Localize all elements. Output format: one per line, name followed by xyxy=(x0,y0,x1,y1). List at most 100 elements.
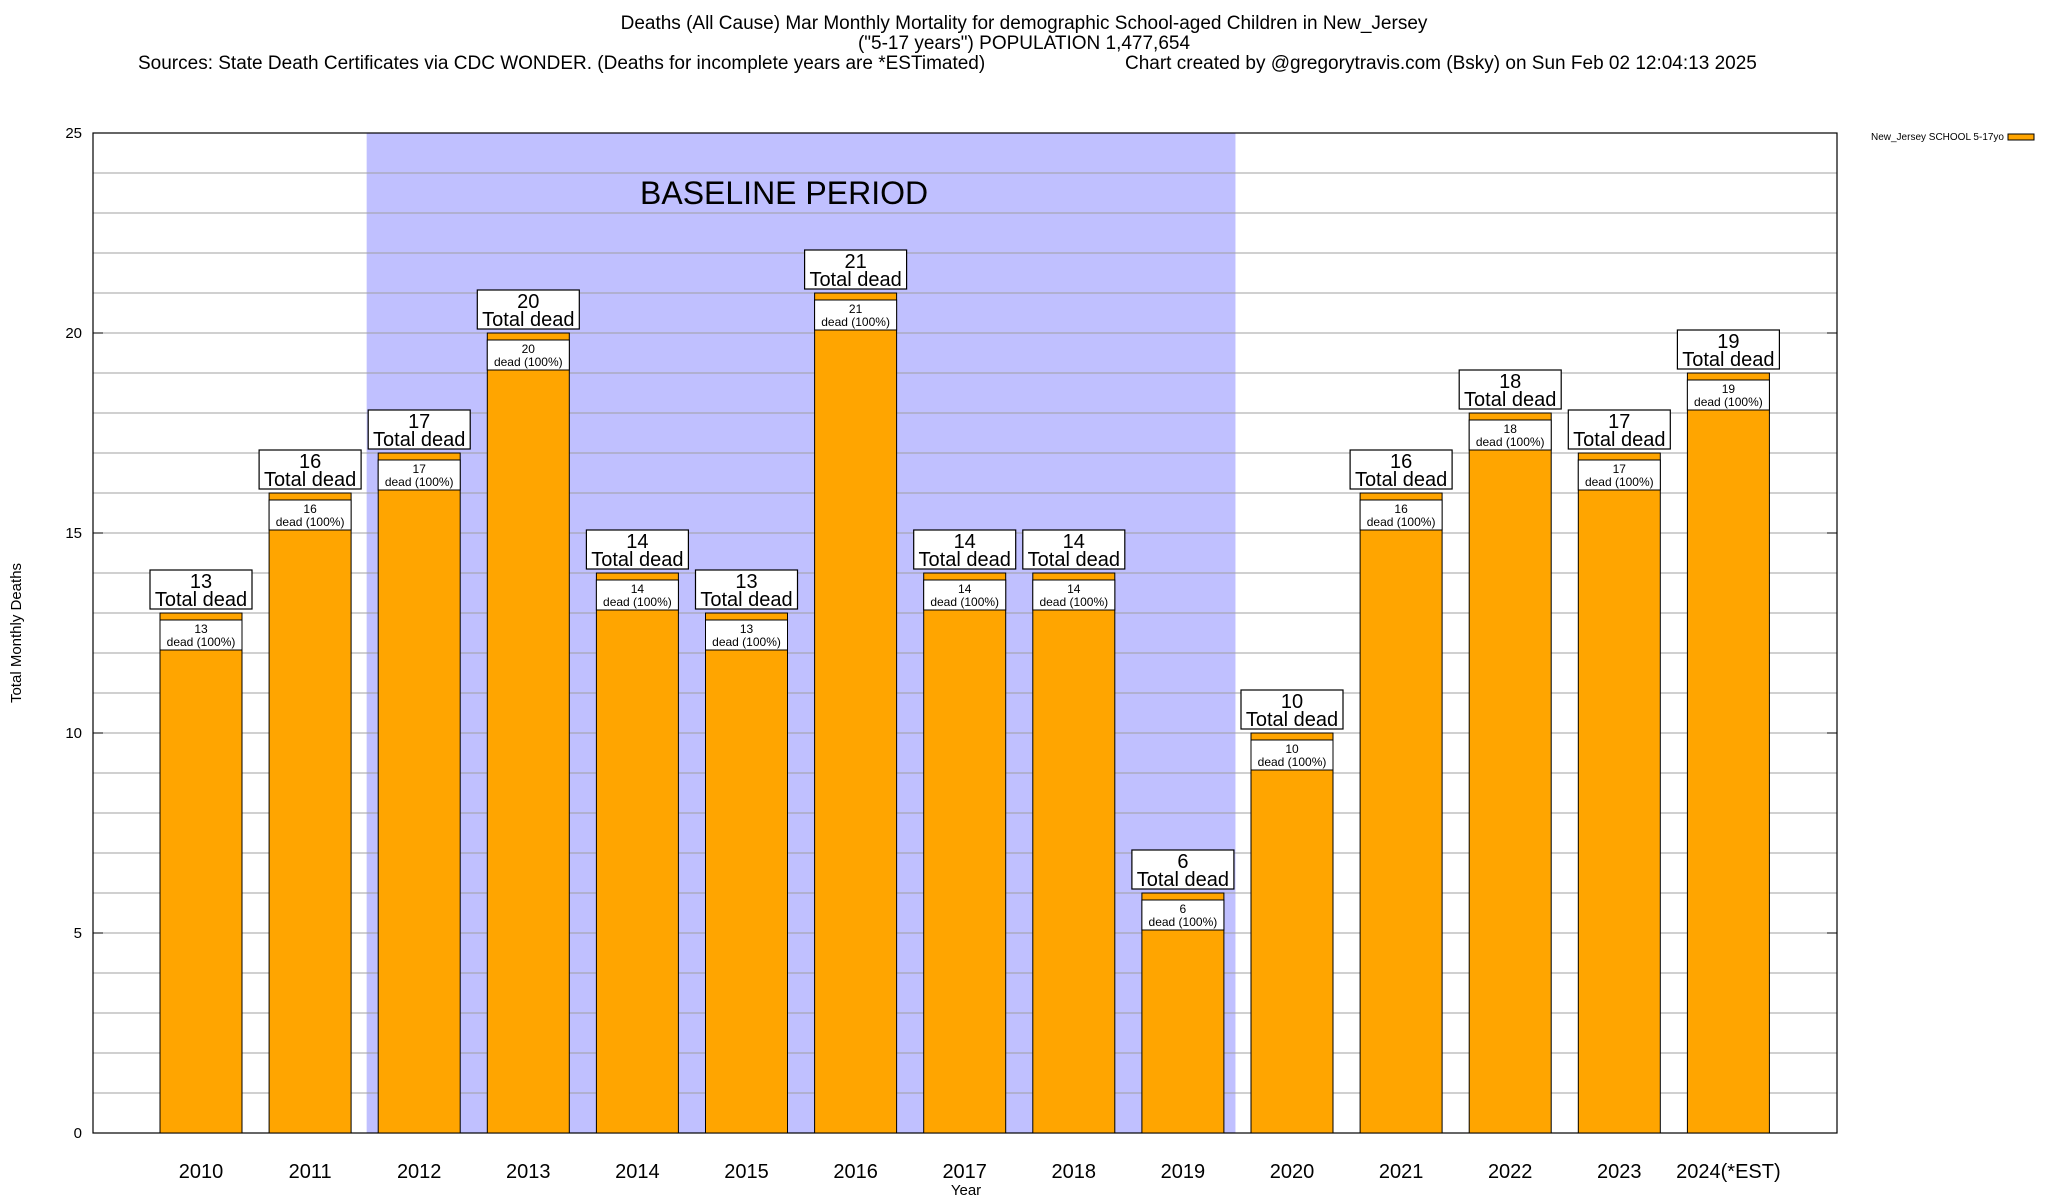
sources-note: Sources: State Death Certificates via CD… xyxy=(138,53,986,74)
bar-total-caption: Total dead xyxy=(809,269,901,291)
bar-inner-share: dead (100%) xyxy=(930,595,999,609)
bar xyxy=(377,452,461,1134)
bar-inner-value: 18 xyxy=(1504,422,1518,436)
bar-inner-label-box xyxy=(1686,379,1770,411)
bar-total-value: 18 xyxy=(1499,371,1521,393)
bar xyxy=(1141,892,1225,1134)
x-tick-label: 2024(*EST) xyxy=(1676,1161,1781,1183)
bar-total-value: 13 xyxy=(735,571,757,593)
bar-inner-share: dead (100%) xyxy=(1367,515,1436,529)
x-tick-label: 2020 xyxy=(1270,1161,1315,1183)
bar-inner-label-box xyxy=(595,579,679,611)
bar-inner-share: dead (100%) xyxy=(603,595,672,609)
x-tick-label: 2023 xyxy=(1597,1161,1642,1183)
bar-inner-value: 16 xyxy=(1394,502,1408,516)
legend-label: New_Jersey SCHOOL 5-17yo xyxy=(1871,132,2004,143)
bar-inner-value: 17 xyxy=(413,462,427,476)
baseline-period-label: BASELINE PERIOD xyxy=(640,175,928,211)
bar-inner-value: 14 xyxy=(631,582,645,596)
bar-inner-label-box xyxy=(1577,459,1661,491)
bar-inner-share: dead (100%) xyxy=(712,635,781,649)
bar-inner-label-box xyxy=(705,619,788,651)
bar-inner-label-box xyxy=(377,459,461,491)
bar-inner-label-box xyxy=(159,619,243,651)
bar xyxy=(1250,732,1334,1134)
bar xyxy=(1032,572,1116,1134)
bar-inner-value: 21 xyxy=(849,302,863,316)
bar-inner-value: 19 xyxy=(1722,382,1736,396)
bar-total-caption: Total dead xyxy=(1246,709,1338,731)
bar-total-label-box xyxy=(476,289,580,330)
bar-inner-value: 20 xyxy=(522,342,536,356)
bar-inner-label-box xyxy=(1141,899,1225,931)
bar-inner-value: 6 xyxy=(1180,902,1187,916)
bar-total-label-box xyxy=(149,569,253,610)
x-tick-label: 2012 xyxy=(397,1161,442,1183)
y-tick-label: 20 xyxy=(65,325,82,342)
bar-total-value: 17 xyxy=(1608,411,1630,433)
y-axis-label: Total Monthly Deaths xyxy=(8,563,25,703)
bar-inner-label-box xyxy=(923,579,1007,611)
bar-total-caption: Total dead xyxy=(1682,349,1774,371)
bar-inner-share: dead (100%) xyxy=(494,355,563,369)
bar-inner-value: 14 xyxy=(1067,582,1081,596)
y-tick-label: 10 xyxy=(65,725,82,742)
y-tick-label: 5 xyxy=(74,925,82,942)
bar-inner-share: dead (100%) xyxy=(1476,435,1545,449)
bar-inner-value: 13 xyxy=(194,622,208,636)
bar-inner-share: dead (100%) xyxy=(1585,475,1654,489)
bar-total-caption: Total dead xyxy=(482,309,574,331)
bar xyxy=(486,332,570,1134)
bar-total-caption: Total dead xyxy=(1573,429,1665,451)
bar xyxy=(814,292,898,1134)
chart-title: Deaths (All Cause) Mar Monthly Mortality… xyxy=(620,13,1428,34)
x-tick-label: 2016 xyxy=(833,1161,878,1183)
x-axis-label: Year xyxy=(951,1182,981,1199)
bar-total-value: 14 xyxy=(954,531,976,553)
bar-total-caption: Total dead xyxy=(591,549,683,571)
bar-total-value: 19 xyxy=(1717,331,1739,353)
bar-total-value: 16 xyxy=(1390,451,1412,473)
bar-total-value: 14 xyxy=(626,531,648,553)
bar xyxy=(268,492,352,1134)
bar-inner-share: dead (100%) xyxy=(276,515,345,529)
x-tick-label: 2013 xyxy=(506,1161,551,1183)
bar-total-label-box xyxy=(913,529,1017,570)
bar xyxy=(1686,372,1770,1134)
bar-inner-value: 16 xyxy=(303,502,317,516)
x-tick-label: 2010 xyxy=(179,1161,224,1183)
bar-inner-label-box xyxy=(814,299,898,331)
bar xyxy=(595,572,679,1134)
bar-inner-value: 17 xyxy=(1613,462,1627,476)
bar-inner-label-box xyxy=(1250,739,1334,771)
bar-total-label-box xyxy=(1458,369,1562,410)
x-tick-label: 2015 xyxy=(724,1161,769,1183)
bar xyxy=(1359,492,1443,1134)
bar xyxy=(705,612,788,1134)
bar-inner-share: dead (100%) xyxy=(167,635,236,649)
bar-inner-label-box xyxy=(1359,499,1443,531)
x-tick-label: 2021 xyxy=(1379,1161,1424,1183)
bar-inner-value: 14 xyxy=(958,582,972,596)
y-tick-label: 15 xyxy=(65,525,82,542)
bar-inner-label-box xyxy=(486,339,570,371)
bar-inner-share: dead (100%) xyxy=(385,475,454,489)
x-tick-label: 2011 xyxy=(289,1161,332,1183)
bar-inner-share: dead (100%) xyxy=(1039,595,1108,609)
bar-total-caption: Total dead xyxy=(155,589,247,611)
bar-total-caption: Total dead xyxy=(1464,389,1556,411)
bar-inner-label-box xyxy=(1468,419,1552,451)
bar-total-caption: Total dead xyxy=(264,469,356,491)
y-tick-label: 25 xyxy=(65,125,82,142)
bar-inner-share: dead (100%) xyxy=(1694,395,1763,409)
bar-total-label-box xyxy=(258,449,362,490)
bar-total-caption: Total dead xyxy=(1355,469,1447,491)
bar-inner-share: dead (100%) xyxy=(821,315,890,329)
bar-total-caption: Total dead xyxy=(700,589,792,611)
bar xyxy=(1577,452,1661,1134)
bar-total-value: 13 xyxy=(190,571,212,593)
bar xyxy=(923,572,1007,1134)
x-tick-label: 2018 xyxy=(1052,1161,1097,1183)
bar-total-label-box xyxy=(1676,329,1781,370)
